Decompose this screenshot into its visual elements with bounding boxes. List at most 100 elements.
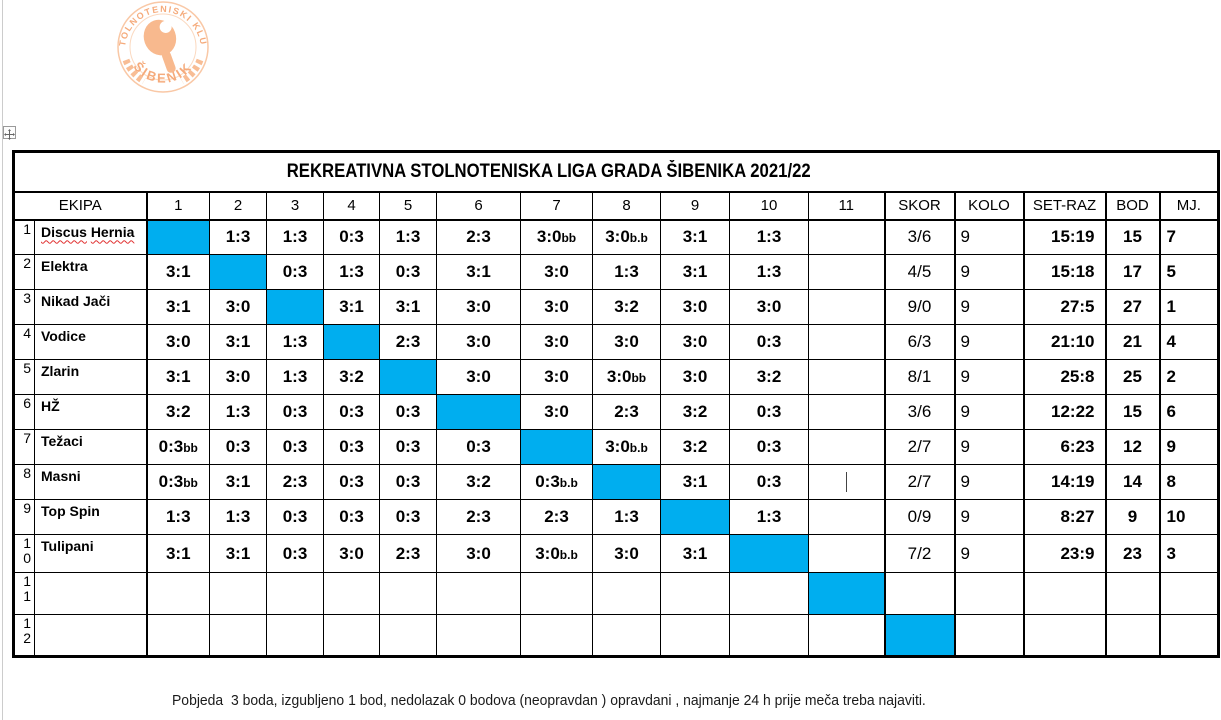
match-cell[interactable]: 0:3bb [146,429,210,465]
match-cell[interactable]: 0:3bb [146,464,210,500]
match-cell[interactable]: 3:0 [209,289,267,325]
match-cell[interactable]: 3:0 [729,289,809,325]
team-name-cell[interactable]: Discus Hernia [34,219,148,255]
col-header-3[interactable]: 3 [266,191,324,221]
match-cell[interactable] [436,614,521,657]
setraz-cell[interactable] [1022,572,1106,615]
match-cell[interactable]: 1:3 [592,254,661,290]
match-cell[interactable] [266,572,324,615]
match-cell[interactable] [808,429,885,465]
row-number[interactable]: 9 [13,499,35,535]
row-number[interactable]: 7 [13,429,35,465]
match-cell[interactable] [660,614,730,657]
setraz-cell[interactable]: 21:10 [1022,324,1106,360]
match-cell[interactable]: 3:2 [660,394,730,430]
match-cell[interactable]: 3:0 [209,359,267,395]
match-cell[interactable]: 0:3 [266,429,324,465]
row-number[interactable]: 6 [13,394,35,430]
col-header-kolo[interactable]: KOLO [953,191,1024,221]
setraz-cell[interactable]: 8:27 [1022,499,1106,535]
match-cell[interactable] [729,614,809,657]
match-cell[interactable]: 3:0 [660,324,730,360]
col-header-9[interactable]: 9 [660,191,730,221]
match-cell[interactable] [808,614,885,657]
match-cell[interactable]: 3:0 [146,324,210,360]
skor-cell[interactable]: 3/6 [883,394,955,430]
match-cell[interactable]: 1:3 [266,219,324,255]
match-cell[interactable]: 0:3 [266,394,324,430]
mj-cell[interactable]: 2 [1158,359,1220,395]
match-cell[interactable]: 1:3 [729,219,809,255]
skor-cell[interactable]: 2/7 [883,429,955,465]
match-cell[interactable]: 3:0 [592,534,661,573]
match-cell[interactable]: 3:0 [520,359,593,395]
mj-cell[interactable]: 6 [1158,394,1220,430]
setraz-cell[interactable]: 6:23 [1022,429,1106,465]
bod-cell[interactable] [1104,614,1160,657]
match-cell[interactable]: 0:3 [729,324,809,360]
self-match-cell[interactable] [209,254,267,290]
match-cell[interactable]: 0:3 [729,429,809,465]
match-cell[interactable]: 1:3 [729,254,809,290]
kolo-cell[interactable]: 9 [953,219,1024,255]
setraz-cell[interactable]: 15:19 [1022,219,1106,255]
skor-cell[interactable]: 3/6 [883,219,955,255]
team-name-cell[interactable]: Zlarin [34,359,148,395]
match-cell[interactable]: 3:1 [209,324,267,360]
table-title-cell[interactable]: REKREATIVNA STOLNOTENISKA LIGA GRADA ŠIB… [12,151,1220,193]
footer-note[interactable]: Pobjeda 3 boda, izgubljeno 1 bod, nedola… [172,692,926,709]
match-cell[interactable]: 3:0 [520,324,593,360]
match-cell[interactable]: 3:2 [146,394,210,430]
match-cell[interactable]: 1:3 [266,324,324,360]
bod-cell[interactable]: 14 [1104,464,1160,500]
match-cell[interactable]: 3:2 [436,464,521,500]
match-cell[interactable]: 0:3 [729,464,809,500]
club-logo[interactable]: STOLNOTENISKI KLUB ŠIBENIK [108,0,214,95]
match-cell[interactable] [323,572,380,615]
col-header-4[interactable]: 4 [323,191,380,221]
row-number[interactable]: 2 [13,254,35,290]
row-number[interactable]: 3 [13,289,35,325]
match-cell[interactable] [660,572,730,615]
match-cell[interactable]: 0:3 [323,464,380,500]
match-cell[interactable]: 3:0bb [592,359,661,395]
match-cell[interactable] [808,464,885,500]
skor-cell[interactable]: 0/9 [883,499,955,535]
col-header-11[interactable]: 11 [808,191,885,221]
self-match-cell[interactable] [146,219,210,255]
mj-cell[interactable]: 10 [1158,499,1220,535]
match-cell[interactable]: 3:1 [146,254,210,290]
match-cell[interactable]: 1:3 [592,499,661,535]
match-cell[interactable]: 3:2 [660,429,730,465]
bod-cell[interactable]: 21 [1104,324,1160,360]
bod-cell[interactable]: 15 [1104,219,1160,255]
row-number[interactable]: 1 0 [13,534,35,573]
match-cell[interactable]: 3:1 [660,219,730,255]
setraz-cell[interactable]: 15:18 [1022,254,1106,290]
mj-cell[interactable]: 7 [1158,219,1220,255]
row-number[interactable]: 8 [13,464,35,500]
match-cell[interactable]: 3:0 [660,359,730,395]
match-cell[interactable]: 3:0 [592,324,661,360]
match-cell[interactable]: 3:1 [660,534,730,573]
col-header-5[interactable]: 5 [379,191,437,221]
row-number[interactable]: 1 1 [13,572,35,615]
kolo-cell[interactable]: 9 [953,394,1024,430]
col-header-bod[interactable]: BOD [1104,191,1160,221]
mj-cell[interactable]: 9 [1158,429,1220,465]
match-cell[interactable]: 2:3 [520,499,593,535]
setraz-cell[interactable]: 14:19 [1022,464,1106,500]
match-cell[interactable]: 3:1 [379,289,437,325]
row-number[interactable]: 1 [13,219,35,255]
self-match-cell[interactable] [379,359,437,395]
self-match-cell[interactable] [436,394,521,430]
bod-cell[interactable] [1104,572,1160,615]
match-cell[interactable]: 0:3 [379,429,437,465]
match-cell[interactable]: 1:3 [379,219,437,255]
kolo-cell[interactable]: 9 [953,254,1024,290]
match-cell[interactable]: 3:2 [323,359,380,395]
match-cell[interactable]: 0:3 [323,499,380,535]
row-number[interactable]: 5 [13,359,35,395]
match-cell[interactable] [436,572,521,615]
col-header-ekipa[interactable]: EKIPA [13,191,148,221]
